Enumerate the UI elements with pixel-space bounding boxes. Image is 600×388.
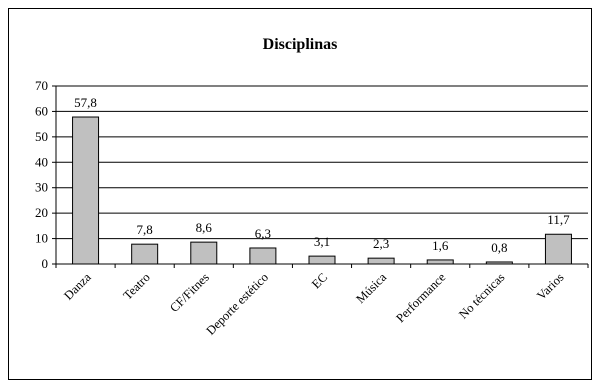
y-tick-label: 30 (35, 180, 48, 195)
y-tick-label: 40 (35, 154, 48, 169)
bar-0 (73, 117, 99, 264)
data-label: 1,6 (432, 238, 449, 253)
category-label: Deporte estético (203, 270, 271, 338)
data-label: 8,6 (196, 220, 213, 235)
data-label: 2,3 (373, 236, 389, 251)
category-label: Varios (534, 270, 567, 303)
bar-4 (309, 256, 335, 264)
y-tick-label: 50 (35, 129, 48, 144)
bar-7 (486, 262, 512, 264)
category-label: CF/Fitnes (167, 270, 212, 315)
bar-1 (132, 244, 158, 264)
bar-2 (191, 242, 217, 264)
bar-3 (250, 248, 276, 264)
data-label: 0,8 (491, 240, 507, 255)
y-tick-label: 60 (35, 103, 48, 118)
category-label: Danza (61, 270, 94, 303)
y-tick-label: 10 (35, 231, 48, 246)
data-label: 7,8 (137, 222, 153, 237)
category-label: EC (309, 270, 330, 291)
bar-5 (368, 258, 394, 264)
y-tick-label: 20 (35, 205, 48, 220)
y-tick-label: 70 (35, 78, 48, 93)
data-label: 3,1 (314, 234, 330, 249)
bar-8 (545, 234, 571, 264)
category-label: Performance (393, 270, 448, 325)
bar-6 (427, 260, 453, 264)
data-label: 6,3 (255, 226, 271, 241)
data-label: 11,7 (547, 212, 570, 227)
y-tick-label: 0 (42, 256, 49, 271)
category-label: Teatro (120, 270, 152, 302)
data-label: 57,8 (74, 95, 97, 110)
category-label: Música (353, 270, 389, 306)
category-label: No técnicas (456, 270, 507, 321)
